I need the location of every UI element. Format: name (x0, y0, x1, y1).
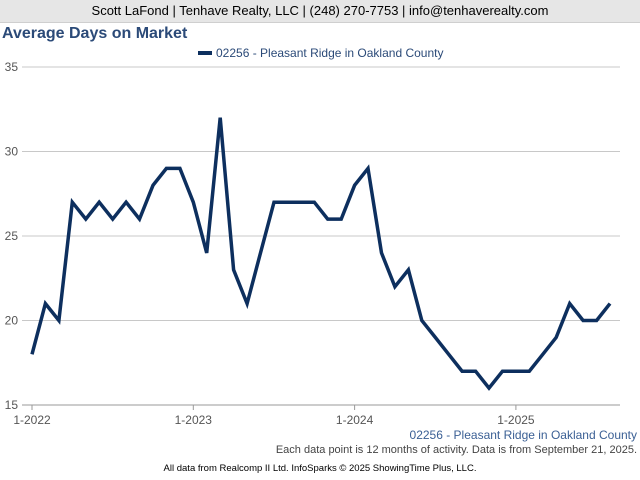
x-tick-label: 1-2025 (497, 413, 535, 427)
grid-lines (22, 66, 620, 406)
data-source: All data from Realcomp II Ltd. InfoSpark… (163, 463, 477, 474)
y-tick-label: 25 (5, 229, 19, 243)
chart-title: Average Days on Market (2, 25, 188, 42)
x-tick-label: 1-2024 (336, 413, 374, 427)
legend-label: 02256 - Pleasant Ridge in Oakland County (216, 46, 443, 60)
y-tick-label: 35 (5, 60, 19, 74)
y-tick-label: 20 (5, 314, 19, 328)
y-tick-label: 15 (5, 398, 19, 412)
footer-note: Each data point is 12 months of activity… (275, 444, 637, 456)
series-layer (30, 117, 612, 391)
x-tick-label: 1-2023 (175, 413, 213, 427)
x-tick-label: 1-2022 (13, 413, 51, 427)
axes: 15 20 25 30 35 1-2022 1-2023 1-2024 1-2025 (5, 60, 620, 427)
series-line-pleasant-ridge (30, 117, 612, 391)
series-label-bottom: 02256 - Pleasant Ridge in Oakland County (410, 428, 637, 442)
contact-header: Scott LaFond | Tenhave Realty, LLC | (24… (0, 0, 640, 23)
legend: 02256 - Pleasant Ridge in Oakland County… (198, 46, 637, 442)
y-tick-label: 30 (5, 145, 19, 159)
